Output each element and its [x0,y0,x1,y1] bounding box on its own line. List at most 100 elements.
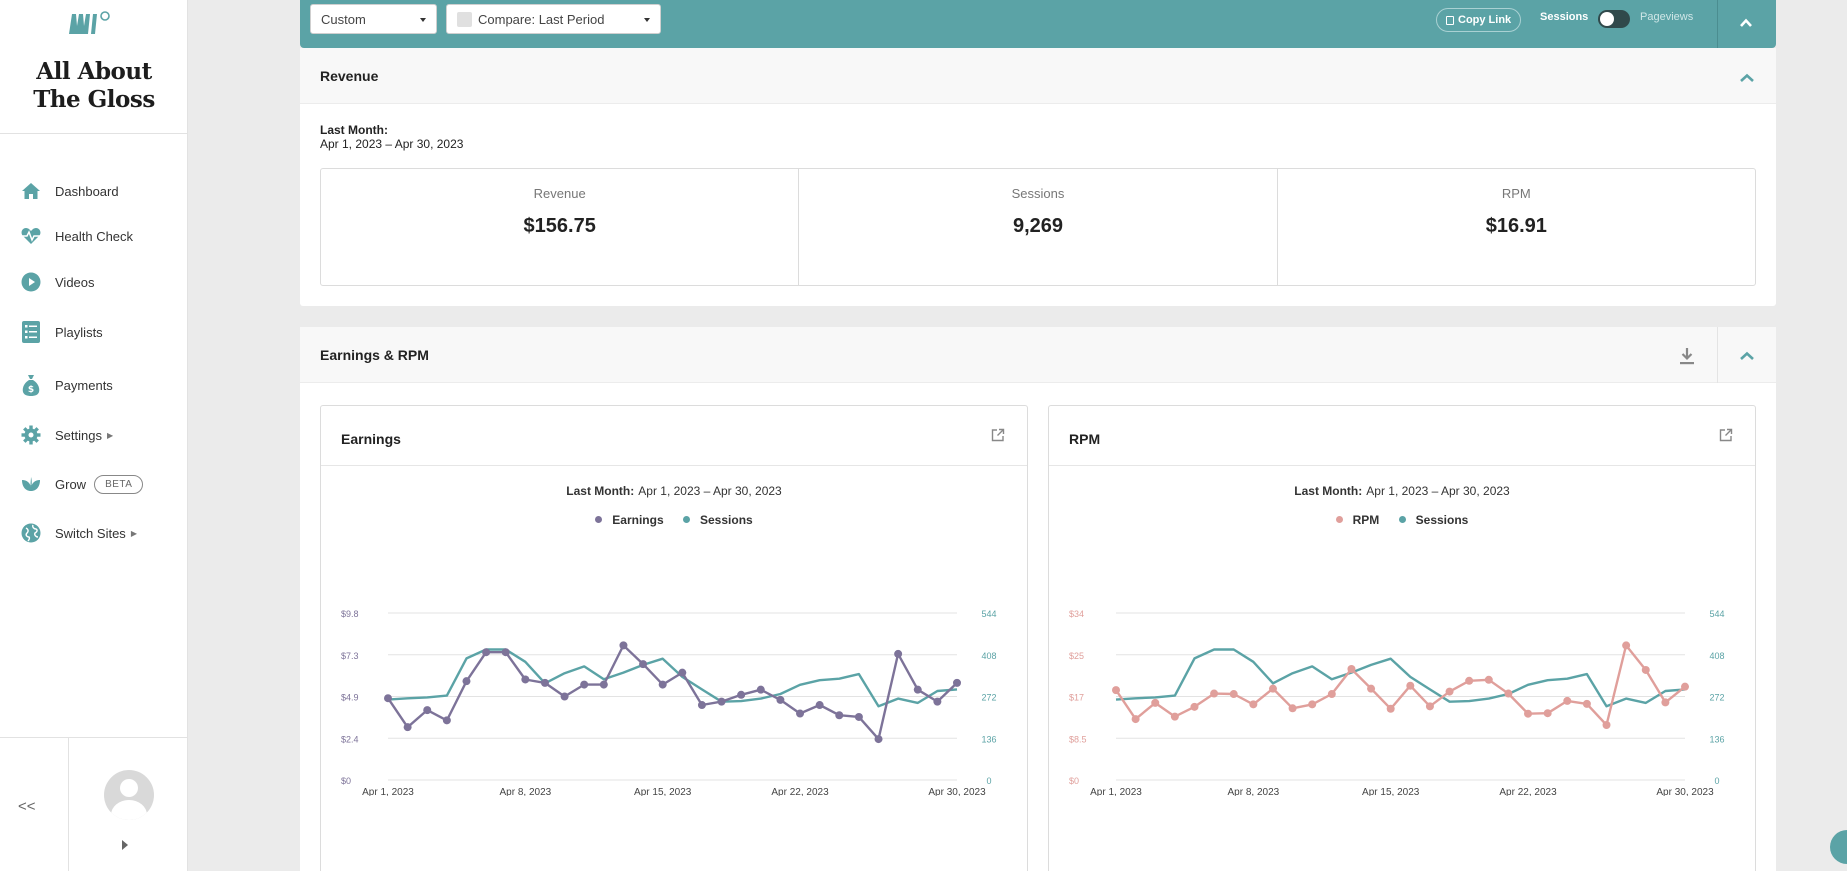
brand-logo-icon [69,11,110,34]
x-tick-label: Apr 1, 2023 [362,787,414,796]
svg-text:$: $ [28,385,34,395]
kpi-row: Revenue $156.75 Sessions 9,269 RPM $16.9… [320,168,1756,286]
open-external-icon[interactable] [1719,428,1733,442]
gear-icon [20,424,42,446]
data-point-earnings [835,711,844,720]
revenue-card-header: Revenue [300,48,1776,104]
x-tick-label: Apr 8, 2023 [499,787,551,796]
data-point-rpm [1582,699,1591,708]
kpi-label: Revenue [533,186,586,201]
earnings-panel-title: Earnings [341,431,401,447]
legend-item-rpm[interactable]: RPM [1335,513,1379,527]
revenue-period: Last Month: Apr 1, 2023 – Apr 30, 2023 [320,123,463,151]
data-point-rpm [1406,681,1415,690]
caret-right-icon: ▶ [130,528,137,538]
data-point-rpm [1367,684,1376,693]
copy-link-button[interactable]: Copy Link [1436,8,1522,32]
open-external-icon[interactable] [991,428,1005,442]
x-tick-label: Apr 30, 2023 [1656,787,1714,796]
y-tick-label-left: $7.3 [341,651,359,661]
series-line-earnings [387,644,958,741]
legend-item-earnings[interactable]: Earnings [595,512,664,527]
y-tick-label-right: 544 [981,609,996,619]
data-point-earnings [599,680,608,689]
x-tick-label: Apr 8, 2023 [1227,787,1279,796]
sidebar-item-dashboard[interactable]: Dashboard [20,176,119,206]
chevron-up-icon[interactable] [1740,72,1754,84]
chat-widget-button[interactable] [1830,830,1847,864]
play-icon [20,271,42,293]
sidebar-item-grow[interactable]: Grow BETA [20,469,144,499]
chevron-up-icon[interactable] [1740,350,1754,362]
brand-name-line-2: The Gloss [33,86,155,113]
sidebar-item-switch-sites[interactable]: Switch Sites ▶ [20,518,137,548]
y-tick-label-right: 0 [986,776,991,786]
kpi-value: $156.75 [523,215,596,237]
data-point-rpm [1347,664,1356,673]
sidebar-item-label: Settings [55,427,102,443]
data-point-rpm [1229,690,1238,699]
caret-right-icon[interactable] [122,840,128,850]
sidebar-item-health-check[interactable]: Health Check [20,221,133,251]
data-point-rpm [1210,689,1219,698]
chevron-up-icon[interactable] [1740,17,1752,29]
data-point-earnings [854,712,863,721]
brand-logo[interactable]: All About The Gloss [0,0,188,134]
sidebar-item-videos[interactable]: Videos [20,267,95,297]
data-point-rpm [1504,689,1513,698]
earnings-rpm-card-header: Earnings & RPM [300,327,1776,383]
y-tick-label-left: $8.5 [1069,734,1087,744]
data-point-rpm [1681,682,1689,691]
toggle-knob [1600,12,1614,26]
kpi-value: $16.91 [1485,215,1547,237]
date-range-select[interactable]: Custom [310,4,437,34]
y-tick-label-left: $0 [341,776,351,786]
y-tick-label-left: $25 [1069,651,1084,661]
kpi-value: 9,269 [1012,215,1064,237]
data-point-earnings [933,697,942,706]
collapse-sidebar-button[interactable]: << [18,798,36,815]
y-tick-label-left: $34 [1069,609,1084,619]
x-tick-label: Apr 30, 2023 [928,787,986,796]
copy-icon [1446,15,1454,25]
data-point-rpm [1543,709,1552,718]
user-avatar[interactable] [104,770,154,820]
sidebar-item-label: Dashboard [55,183,119,199]
kpi-rpm: RPM $16.91 [1278,169,1755,285]
legend-item-sessions[interactable]: Sessions [683,513,753,527]
data-point-rpm [1602,720,1611,729]
data-point-rpm [1327,690,1336,699]
sidebar-item-label: Grow [55,476,87,492]
earnings-rpm-card: Earnings & RPM Earnings Last Month: Apr 1… [300,327,1776,871]
series-line-rpm [1115,644,1686,727]
data-point-rpm [1151,698,1160,707]
sessions-pageviews-toggle[interactable] [1598,10,1630,28]
legend-item-sessions[interactable]: Sessions [1398,513,1468,527]
brand-name: All About The Gloss [0,58,188,114]
avatar-body [111,800,147,820]
data-point-earnings [913,685,922,694]
data-point-earnings [442,716,451,725]
y-tick-label-left: $0 [1069,776,1079,786]
data-point-rpm [1622,641,1631,650]
sidebar-item-settings[interactable]: Settings ▶ [20,420,113,450]
data-point-earnings [462,677,471,686]
data-point-rpm [1308,700,1317,709]
heart-pulse-icon [20,225,42,247]
globe-icon [20,522,42,544]
sidebar-item-playlists[interactable]: Playlists [20,317,103,347]
compare-checkbox[interactable] [457,11,472,27]
x-tick-label: Apr 22, 2023 [1499,787,1557,796]
data-point-rpm [1425,702,1434,711]
legend-label: Earnings [612,512,664,527]
legend-dot [1335,516,1343,523]
data-point-earnings [953,678,961,687]
data-point-earnings [776,695,785,704]
earnings-chart-panel: Earnings Last Month: Apr 1, 2023 – Apr 30… [320,405,1028,871]
download-icon[interactable] [1679,347,1695,365]
data-point-rpm [1131,715,1140,724]
compare-select[interactable]: Compare: Last Period [446,4,661,34]
y-tick-label-right: 272 [981,693,996,703]
sidebar-item-payments[interactable]: $ Payments [20,370,113,400]
